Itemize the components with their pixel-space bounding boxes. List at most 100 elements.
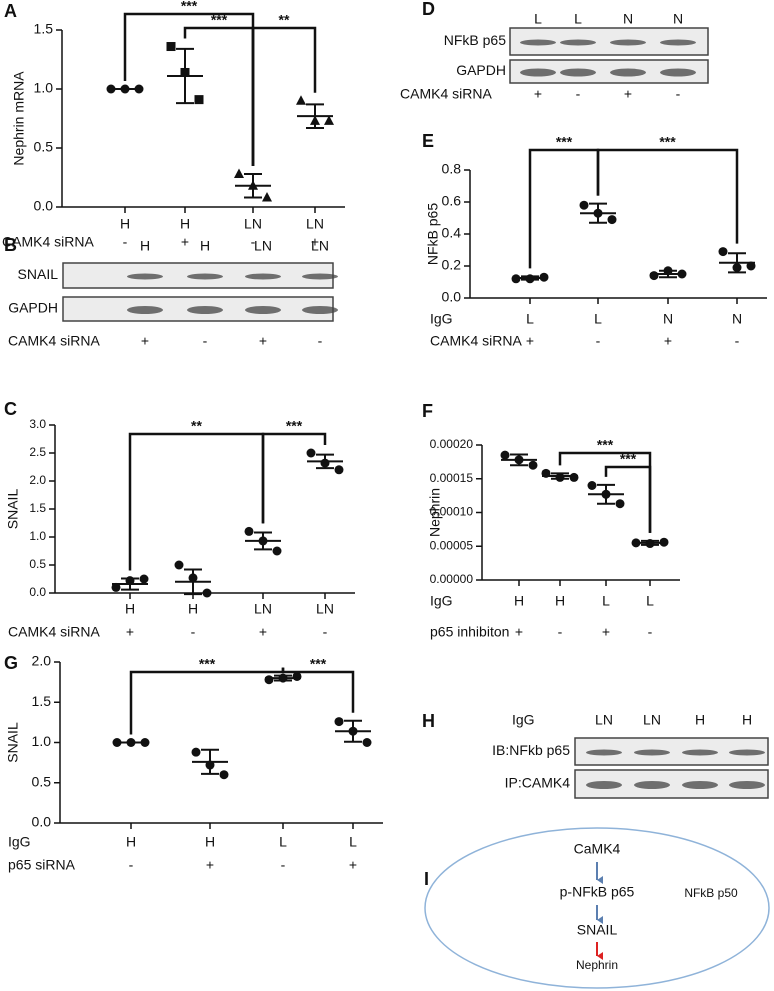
row-value: + xyxy=(206,857,214,873)
blot-band xyxy=(729,749,765,756)
y-tick-label: 0.5 xyxy=(29,557,46,571)
lane-label: LN xyxy=(595,712,613,728)
footer-value: - xyxy=(318,333,323,349)
panel-letter: F xyxy=(422,401,433,421)
significance-label: *** xyxy=(310,656,327,672)
row-value: - xyxy=(281,857,286,873)
row-value: + xyxy=(515,624,523,640)
blot-band xyxy=(634,781,670,789)
error-bar xyxy=(274,674,292,682)
y-tick-label: 0.2 xyxy=(442,257,462,273)
node: CaMK4 xyxy=(574,841,621,857)
data-point xyxy=(649,271,659,281)
y-tick-label: 0.00005 xyxy=(430,538,474,552)
lane-label: N xyxy=(623,11,633,27)
row-label: IgG xyxy=(430,593,453,609)
x-tick-label: L xyxy=(526,311,534,327)
data-point xyxy=(607,215,617,225)
lane-label: L xyxy=(574,11,582,27)
significance-label: *** xyxy=(659,134,676,150)
row-value: + xyxy=(664,333,672,349)
error-bar xyxy=(344,719,362,743)
significance-bracket xyxy=(123,12,255,166)
footer-value: + xyxy=(534,86,542,102)
data-point xyxy=(202,588,212,598)
lane-label: L xyxy=(534,11,542,27)
row-label: IgG xyxy=(430,311,453,327)
y-axis-label: Nephrin mRNA xyxy=(11,71,27,166)
data-point xyxy=(587,481,597,490)
x-tick-label: L xyxy=(349,834,357,850)
y-tick-label: 0.0 xyxy=(32,814,52,830)
row-value: - xyxy=(251,234,256,250)
row-value: + xyxy=(181,234,189,250)
x-tick-label: H xyxy=(205,834,215,850)
significance-label: *** xyxy=(211,12,228,28)
data-point xyxy=(194,95,204,105)
x-tick-label: N xyxy=(732,311,742,327)
row-value: - xyxy=(558,624,563,640)
panel-letter: E xyxy=(422,131,434,151)
data-point xyxy=(292,671,302,681)
row-label: CAMK4 siRNA xyxy=(8,624,100,640)
y-tick-label: 0.0 xyxy=(34,198,54,214)
y-tick-label: 0.5 xyxy=(32,773,52,789)
blot-band xyxy=(560,39,596,46)
x-tick-label: H xyxy=(120,216,130,232)
blot-band xyxy=(610,68,646,77)
lane-label: LN xyxy=(311,238,329,254)
data-point xyxy=(528,460,538,470)
significance-label: *** xyxy=(597,437,614,453)
data-point xyxy=(569,472,579,482)
y-axis-label: SNAIL xyxy=(5,722,21,763)
data-point xyxy=(174,560,184,570)
node: NFkB p50 xyxy=(684,886,738,900)
significance-bracket xyxy=(129,667,285,735)
blot-band xyxy=(610,39,646,46)
row-label: p65 siRNA xyxy=(8,857,76,873)
y-tick-label: 0.4 xyxy=(442,225,462,241)
panel-letter: B xyxy=(4,235,17,255)
y-tick-label: 2.0 xyxy=(32,653,52,669)
blot-band xyxy=(302,273,338,280)
lane-label: LN xyxy=(643,712,661,728)
data-point xyxy=(579,200,589,210)
blot-strip xyxy=(509,59,709,84)
lane-label: H xyxy=(695,712,705,728)
data-point xyxy=(296,95,306,105)
row-value: + xyxy=(349,857,357,873)
row-value: - xyxy=(323,624,328,640)
error-bar xyxy=(244,172,262,199)
error-bar xyxy=(510,453,528,467)
error-bar xyxy=(254,531,272,551)
y-tick-label: 0.5 xyxy=(34,139,54,155)
error-bar xyxy=(201,748,219,775)
x-tick-label: LN xyxy=(254,601,272,617)
y-tick-label: 0.00010 xyxy=(430,505,474,519)
x-tick-label: H xyxy=(514,593,524,609)
data-point xyxy=(306,448,316,458)
row-value: + xyxy=(259,624,267,640)
significance-bracket xyxy=(128,432,265,571)
data-point xyxy=(334,465,344,475)
footer-value: + xyxy=(141,333,149,349)
row-value: - xyxy=(596,333,601,349)
y-tick-label: 3.0 xyxy=(29,417,46,431)
data-point xyxy=(111,582,121,592)
data-point xyxy=(272,546,282,556)
blot-row-label: IP:CAMK4 xyxy=(505,775,571,791)
x-tick-label: N xyxy=(663,311,673,327)
footer-value: - xyxy=(576,86,581,102)
y-tick-label: 1.5 xyxy=(34,21,54,37)
blot-band xyxy=(586,749,622,756)
y-tick-label: 0.0 xyxy=(29,585,46,599)
error-bar xyxy=(597,483,615,505)
x-tick-label: H xyxy=(188,601,198,617)
error-bar xyxy=(176,47,194,105)
significance-bracket xyxy=(251,26,317,166)
y-axis-label: NFkB p65 xyxy=(425,203,441,265)
significance-label: *** xyxy=(556,134,573,150)
error-bar xyxy=(641,539,659,546)
row-label: p65 inhibiton xyxy=(430,624,509,640)
data-point xyxy=(324,115,334,125)
